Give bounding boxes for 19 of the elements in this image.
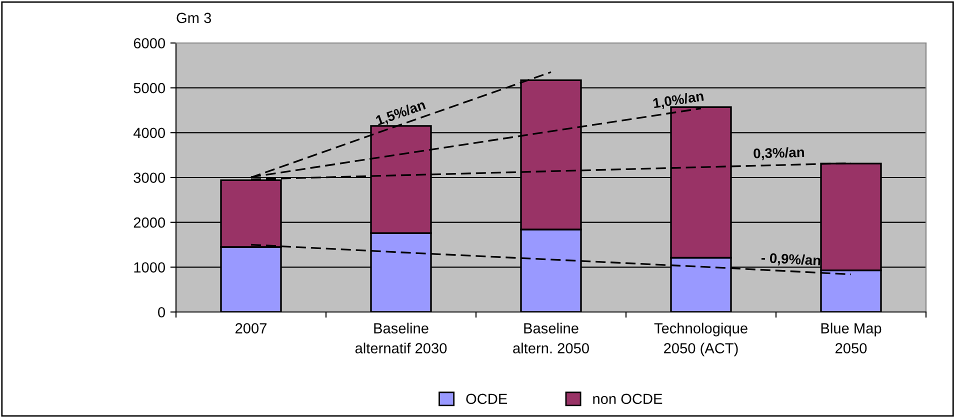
x-tick-label: Baseline alternatif 2030 [355,322,447,354]
y-tick-label: 0 [158,307,166,318]
series-label: 0,3%/an [754,146,804,160]
y-tick-label: 4000 [133,128,166,138]
text: 1,5%/an [375,99,426,128]
x-tick-label: Technologique 2050 (ACT) [654,322,748,356]
x-tick-label: Blue Map 2050 [821,322,882,354]
y-tick-label: 5000 [134,82,166,94]
y-tick-label: 1000 [134,262,166,273]
x-tick-label: 2007 [236,323,266,334]
y-tick-label: 6000 [134,38,166,48]
y-tick-label: 2000 [134,217,166,228]
y-tick-label: 3000 [134,172,166,183]
legend-label: OCDE [466,394,508,404]
legend-label: non OCDE [593,394,662,404]
text: 1,0%/an [652,90,704,110]
y-axis-title: Gm 3 [176,12,212,24]
series-label: - 0,9%/an [761,252,821,268]
x-tick-label: Baseline altern. 2050 [513,322,589,354]
